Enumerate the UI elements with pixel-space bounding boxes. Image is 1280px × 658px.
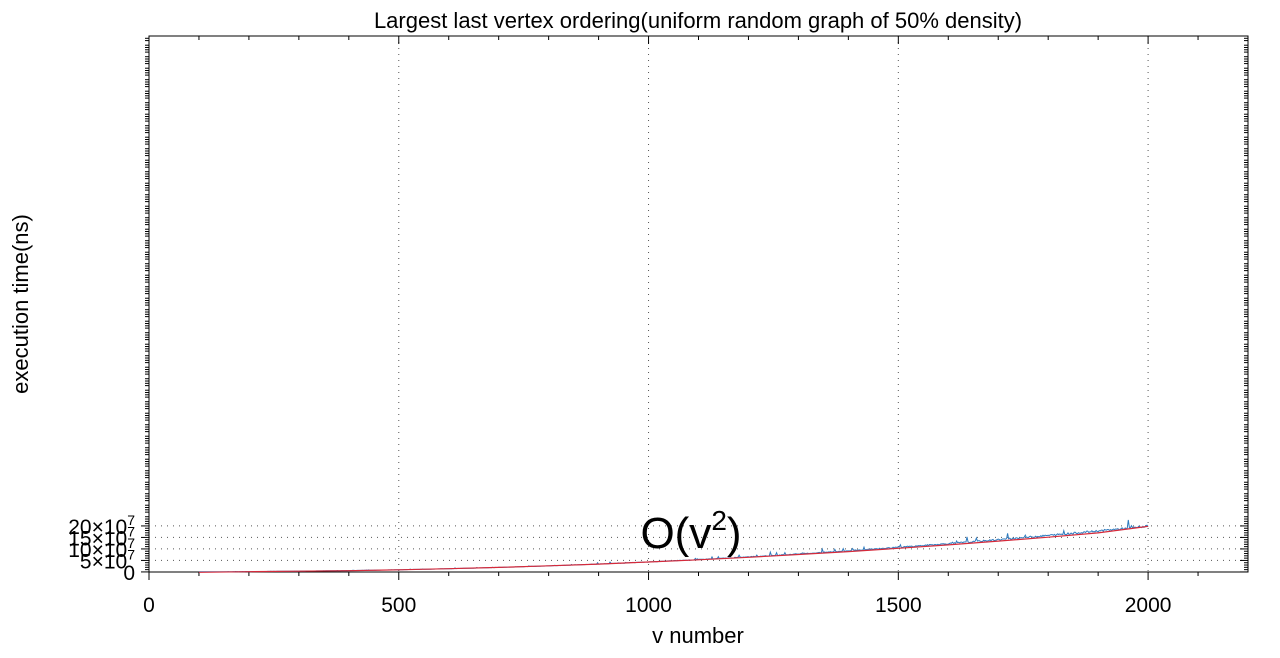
- chart-title: Largest last vertex ordering(uniform ran…: [374, 8, 1022, 33]
- y-tick-label: 5×107: [80, 546, 135, 573]
- complexity-annotation: O(v2): [640, 505, 741, 558]
- x-tick-label: 1000: [625, 594, 672, 617]
- x-tick-label: 0: [143, 594, 155, 617]
- x-tick-label: 2000: [1125, 594, 1172, 617]
- fit-series-line: [198, 525, 1149, 573]
- x-axis-label: v number: [652, 623, 744, 648]
- x-tick-label: 500: [381, 594, 416, 617]
- y-tick-label: 0: [123, 562, 135, 585]
- y-tick-label: 20×107: [68, 512, 135, 539]
- series: [198, 519, 1149, 573]
- y-axis-label: execution time(ns): [8, 214, 33, 394]
- x-tick-label: 1500: [875, 594, 922, 617]
- y-tick-label: 15×107: [68, 523, 135, 550]
- y-tick-label: 10×107: [68, 535, 135, 562]
